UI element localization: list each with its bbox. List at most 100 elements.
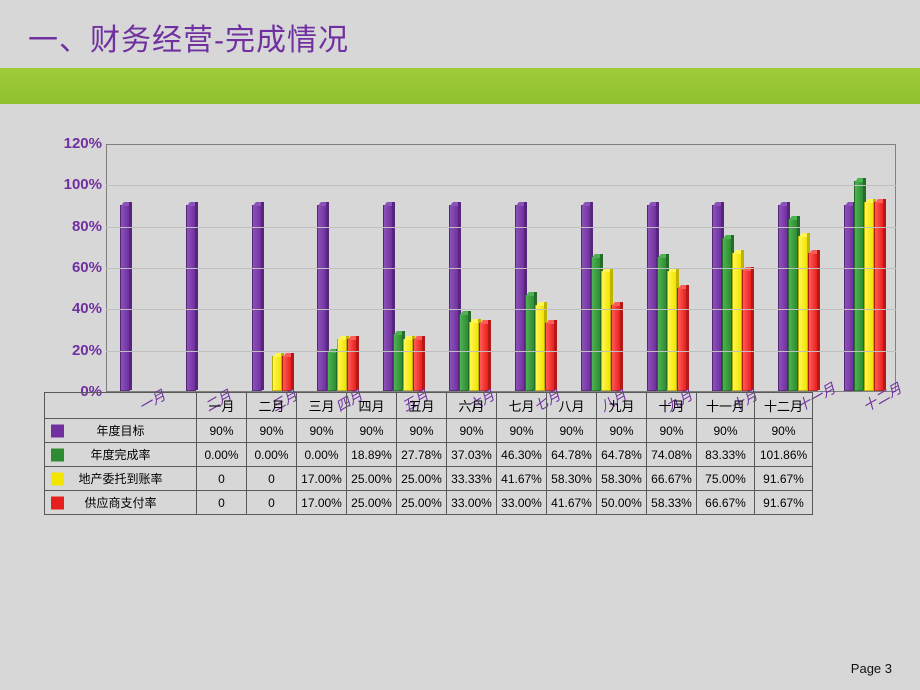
table-cell: 91.67% [755,467,813,491]
bar-供应商支付率 [808,253,818,391]
table-cell: 90% [597,419,647,443]
legend-swatch [51,448,64,461]
bar-地产委托到账率 [864,202,874,391]
bar-年度完成率 [657,257,667,391]
bar-年度完成率 [722,238,732,391]
table-month-header: 三月 [297,393,347,419]
bar-供应商支付率 [347,339,357,391]
table-cell: 64.78% [597,443,647,467]
bar-供应商支付率 [413,339,423,391]
bar-年度目标 [317,205,327,391]
table-cell: 25.00% [397,491,447,515]
y-axis-label: 100% [50,176,102,193]
table-cell: 75.00% [697,467,755,491]
y-axis-label: 120% [50,135,102,152]
y-axis-label: 60% [50,259,102,276]
table-month-header: 一月 [197,393,247,419]
bar-年度完成率 [327,352,337,391]
bar-供应商支付率 [545,323,555,391]
table-row-header: 年度目标 [45,419,197,443]
table-cell: 25.00% [397,467,447,491]
table-cell: 90% [547,419,597,443]
bar-地产委托到账率 [798,236,808,391]
bar-年度完成率 [459,314,469,391]
table-month-header: 八月 [547,393,597,419]
bar-年度目标 [449,205,459,391]
bar-年度目标 [844,205,854,391]
table-month-header: 六月 [447,393,497,419]
table-cell: 33.00% [497,491,547,515]
table-cell: 0 [247,491,297,515]
y-axis-label: 20% [50,342,102,359]
y-axis-label: 40% [50,300,102,317]
table-cell: 25.00% [347,491,397,515]
table-cell: 50.00% [597,491,647,515]
table-cell: 90% [647,419,697,443]
table-corner [45,393,197,419]
bar-年度目标 [186,205,196,391]
table-cell: 58.30% [547,467,597,491]
data-table: 一月二月三月四月五月六月七月八月九月十月十一月十二月 年度目标90%90%90%… [44,392,813,515]
legend-swatch [51,472,64,485]
bar-年度完成率 [393,334,403,391]
table-cell: 90% [197,419,247,443]
legend-label: 年度目标 [96,424,144,438]
table-cell: 58.33% [647,491,697,515]
bar-年度目标 [383,205,393,391]
legend-label: 供应商支付率 [84,496,156,510]
table-month-header: 九月 [597,393,647,419]
table-row-header: 年度完成率 [45,443,197,467]
table-month-header: 十二月 [755,393,813,419]
table-cell: 90% [347,419,397,443]
bar-地产委托到账率 [601,271,611,391]
table-month-header: 十一月 [697,393,755,419]
table-cell: 90% [755,419,813,443]
chart-area: 0%20%40%60%80%100%120% 一月二月三月四月五月六月七月八月九… [16,126,906,526]
table-cell: 90% [697,419,755,443]
table-cell: 83.33% [697,443,755,467]
table-cell: 90% [247,419,297,443]
table-cell: 0.00% [197,443,247,467]
table-cell: 27.78% [397,443,447,467]
table-cell: 0 [197,467,247,491]
table-cell: 66.67% [697,491,755,515]
bar-年度完成率 [591,257,601,391]
gridline [106,185,896,186]
legend-swatch [51,496,64,509]
table-month-header: 七月 [497,393,547,419]
gridline [106,351,896,352]
bar-地产委托到账率 [535,305,545,391]
legend-swatch [51,424,64,437]
bar-年度目标 [647,205,657,391]
bar-年度目标 [581,205,591,391]
gridline [106,268,896,269]
table-cell: 17.00% [297,491,347,515]
table-cell: 0.00% [247,443,297,467]
bar-年度目标 [712,205,722,391]
table-cell: 33.00% [447,491,497,515]
table-cell: 46.30% [497,443,547,467]
bar-供应商支付率 [874,202,884,391]
table-month-header: 五月 [397,393,447,419]
table-month-header: 四月 [347,393,397,419]
bar-地产委托到账率 [337,339,347,391]
table-cell: 25.00% [347,467,397,491]
table-cell: 0 [197,491,247,515]
bar-地产委托到账率 [732,253,742,391]
table-cell: 74.08% [647,443,697,467]
table-cell: 0 [247,467,297,491]
legend-label: 年度完成率 [90,448,150,462]
table-row-header: 地产委托到账率 [45,467,197,491]
bar-供应商支付率 [742,270,752,391]
table-cell: 64.78% [547,443,597,467]
bar-年度目标 [778,205,788,391]
page-footer: Page 3 [851,661,892,676]
gridline [106,309,896,310]
table-cell: 18.89% [347,443,397,467]
bar-地产委托到账率 [272,356,282,391]
bar-年度完成率 [854,181,864,392]
bar-地产委托到账率 [403,339,413,391]
table-cell: 101.86% [755,443,813,467]
header-band [0,68,920,104]
page-title: 一、财务经营-完成情况 [28,15,349,59]
